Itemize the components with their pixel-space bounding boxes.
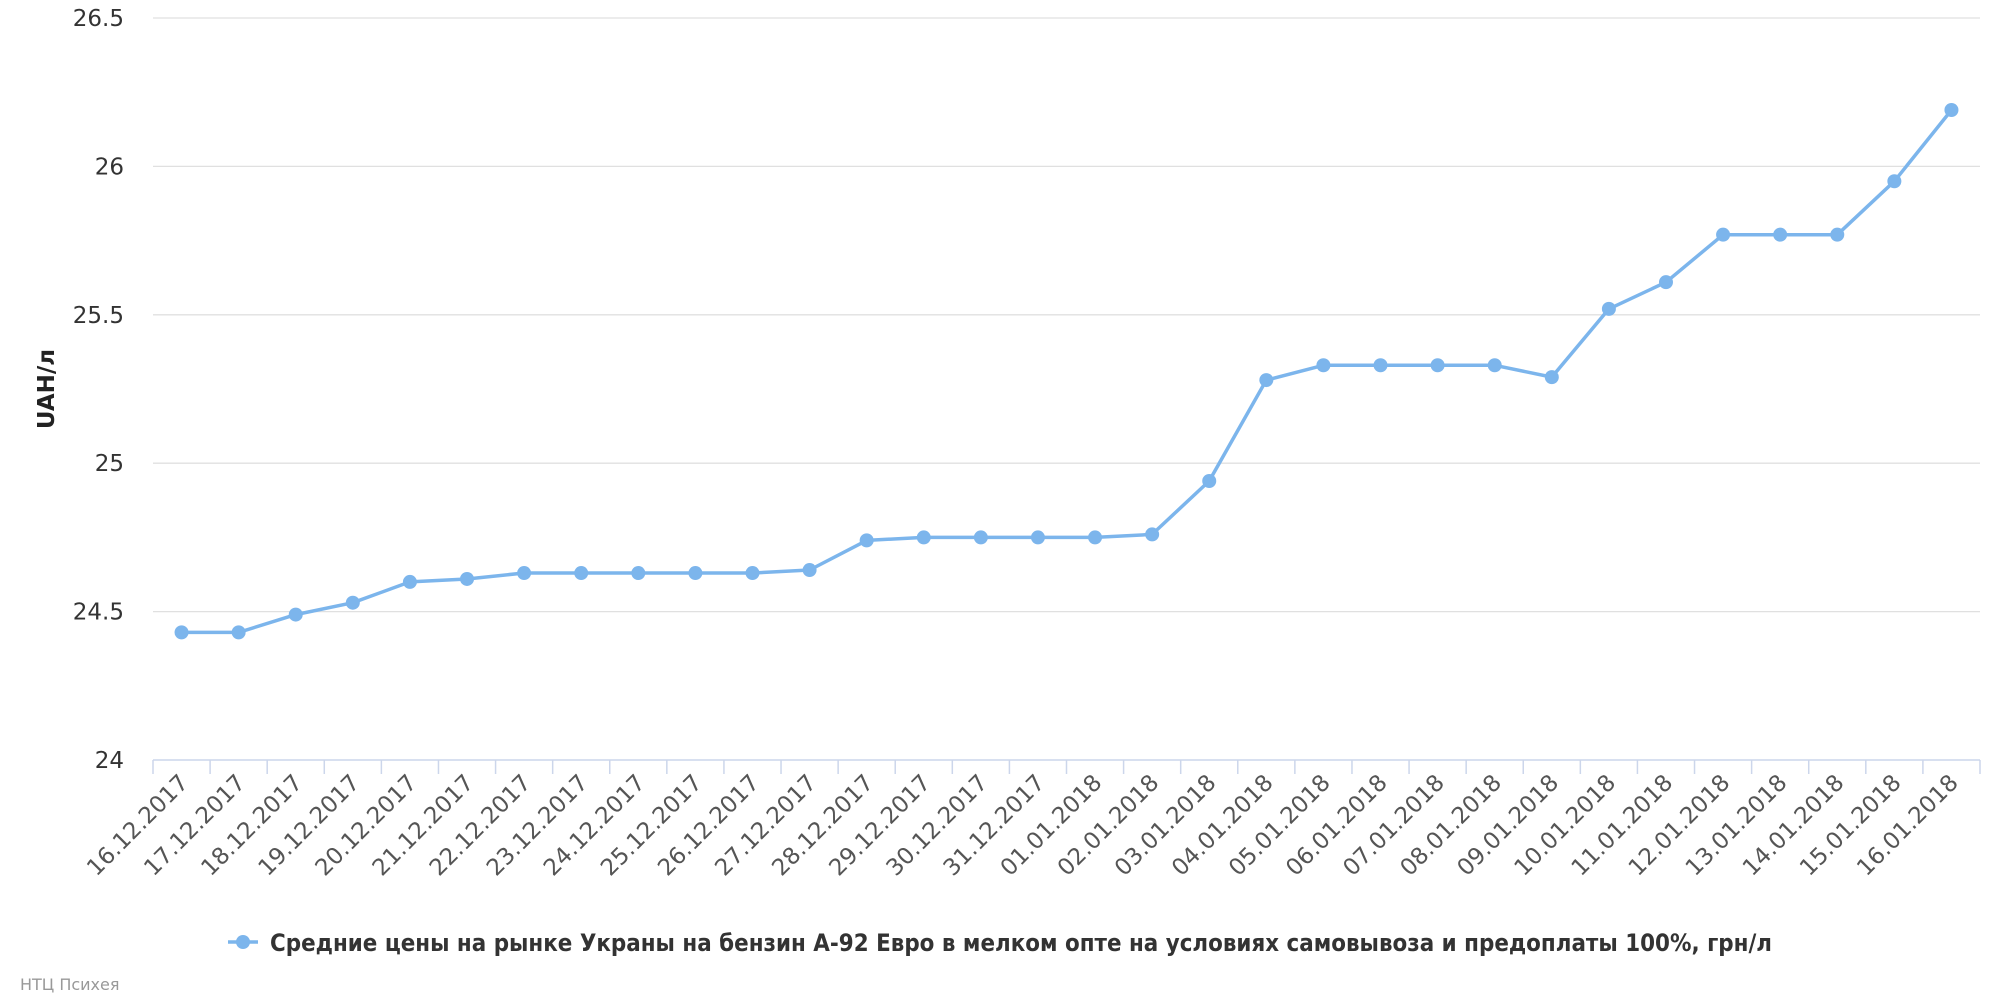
data-point xyxy=(916,530,931,545)
y-tick-label: 25.5 xyxy=(73,303,124,329)
data-point xyxy=(1487,358,1502,373)
data-point xyxy=(745,566,760,581)
data-point xyxy=(1316,358,1331,373)
data-point xyxy=(973,530,988,545)
data-point xyxy=(1716,227,1731,242)
data-point xyxy=(1544,370,1559,385)
data-point xyxy=(1887,174,1902,189)
data-point xyxy=(1773,227,1788,242)
y-axis-label: UAH/л xyxy=(34,349,60,429)
y-tick-label: 25 xyxy=(95,451,124,477)
data-point xyxy=(574,566,589,581)
data-point xyxy=(688,566,703,581)
y-tick-labels: 24 24.5 25 25.5 26 26.5 xyxy=(73,6,124,774)
credits-label[interactable]: НТЦ Психея xyxy=(20,975,119,994)
data-point xyxy=(174,625,189,640)
legend-symbol-marker xyxy=(236,935,250,949)
data-point xyxy=(1030,530,1045,545)
data-point xyxy=(345,595,360,610)
y-tick-label: 24 xyxy=(95,748,124,774)
series-points xyxy=(174,103,1959,640)
data-point xyxy=(517,566,532,581)
data-point xyxy=(1830,227,1845,242)
data-point xyxy=(1145,527,1160,542)
data-point xyxy=(859,533,874,548)
data-point xyxy=(1658,275,1673,290)
legend[interactable]: Средние цены на рынке Украны на бензин А… xyxy=(228,929,1772,957)
y-tick-label: 26.5 xyxy=(73,6,124,32)
y-tick-label: 24.5 xyxy=(73,600,124,626)
data-point xyxy=(1944,103,1959,118)
data-point xyxy=(1088,530,1103,545)
data-point xyxy=(460,571,475,586)
data-point xyxy=(1202,474,1217,489)
data-point xyxy=(1373,358,1388,373)
legend-label[interactable]: Средние цены на рынке Украны на бензин А… xyxy=(270,929,1772,957)
x-axis xyxy=(152,759,1981,774)
data-point xyxy=(802,563,817,578)
data-point xyxy=(631,566,646,581)
data-point xyxy=(231,625,246,640)
series-line xyxy=(181,108,1953,635)
data-point xyxy=(1430,358,1445,373)
x-tick-labels: 16.12.201717.12.201718.12.201719.12.2017… xyxy=(82,770,1963,882)
y-tick-label: 26 xyxy=(95,154,124,180)
data-point xyxy=(402,574,417,589)
data-point xyxy=(1259,373,1274,388)
gridlines xyxy=(153,17,1980,613)
data-point xyxy=(1601,301,1616,316)
data-point xyxy=(288,607,303,622)
